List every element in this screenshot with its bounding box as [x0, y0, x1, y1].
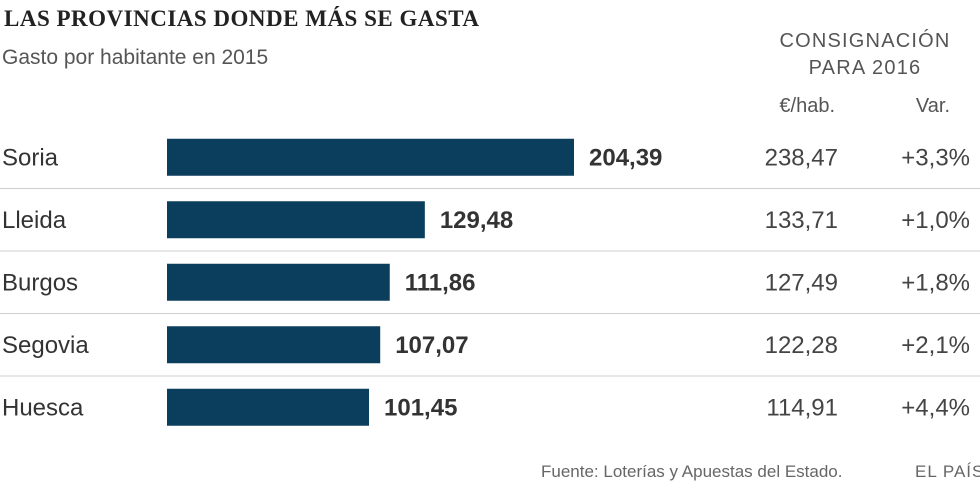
bar-soria: [167, 138, 574, 176]
bar-value-label: 107,07: [395, 332, 468, 359]
var-cell: +4,4%: [901, 394, 970, 421]
source-note: Fuente: Loterías y Apuestas del Estado.: [541, 462, 843, 481]
category-label: Soria: [2, 144, 59, 171]
consignacion-header-line2: PARA 2016: [808, 57, 922, 79]
bar-segovia: [167, 326, 381, 364]
bar-burgos: [167, 263, 390, 301]
bar-value-label: 129,48: [440, 207, 513, 234]
consignacion-header: CONSIGNACIÓN PARA 2016: [750, 28, 980, 82]
var-column-header: Var.: [915, 95, 950, 117]
chart-subtitle: Gasto por habitante en 2015: [2, 46, 269, 69]
bar-value-label: 101,45: [384, 394, 457, 421]
category-label: Burgos: [2, 269, 78, 296]
chart-title: LAS PROVINCIAS DONDE MÁS SE GASTA: [4, 6, 480, 31]
bar-huesca: [167, 388, 370, 426]
bar-value-label: 204,39: [589, 144, 662, 171]
var-cell: +1,8%: [901, 269, 970, 296]
eur-hab-cell: 133,71: [765, 207, 838, 234]
bar-lleida: [167, 201, 425, 239]
brand-logo-text: EL PAÍS: [915, 462, 980, 481]
eur-hab-cell: 114,91: [766, 394, 838, 421]
bar-value-label: 111,86: [405, 269, 476, 296]
eur-hab-cell: 127,49: [765, 269, 838, 296]
consignacion-header-line1: CONSIGNACIÓN: [779, 30, 951, 52]
eur-hab-column-header: €/hab.: [779, 95, 835, 117]
eur-hab-cell: 122,28: [765, 332, 838, 359]
var-cell: +3,3%: [901, 144, 970, 171]
category-label: Lleida: [2, 207, 67, 234]
eur-hab-cell: 238,47: [765, 144, 838, 171]
category-label: Huesca: [2, 394, 84, 421]
category-label: Segovia: [2, 332, 89, 359]
var-cell: +1,0%: [901, 207, 970, 234]
var-cell: +2,1%: [901, 332, 970, 359]
